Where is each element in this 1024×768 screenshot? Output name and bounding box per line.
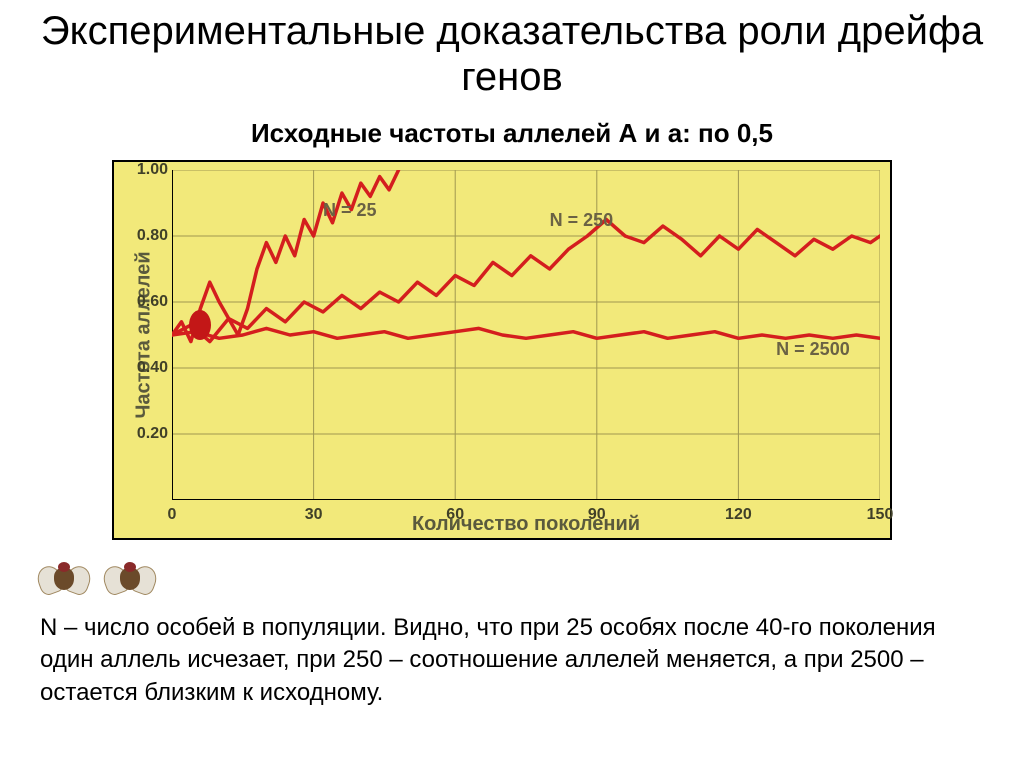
- x-tick: 120: [725, 506, 752, 524]
- fly-icon: [36, 560, 92, 596]
- caption-text: N – число особей в популяции. Видно, что…: [40, 612, 984, 709]
- x-tick: 150: [867, 506, 894, 524]
- y-tick: 1.00: [122, 161, 168, 179]
- x-tick: 60: [446, 506, 464, 524]
- y-tick: 0.40: [122, 359, 168, 377]
- y-tick: 0.60: [122, 293, 168, 311]
- y-tick: 0.20: [122, 425, 168, 443]
- svg-text:N = 250: N = 250: [550, 210, 614, 230]
- slide-title: Экспериментальные доказательства роли др…: [0, 8, 1024, 100]
- drift-chart: N = 25N = 250N = 2500 Частота аллелей Ко…: [112, 160, 892, 540]
- plot-area: N = 25N = 250N = 2500 Частота аллелей Ко…: [172, 170, 880, 500]
- fly-icon: [102, 560, 158, 596]
- slide: Экспериментальные доказательства роли др…: [0, 0, 1024, 768]
- x-tick: 90: [588, 506, 606, 524]
- x-tick: 0: [168, 506, 177, 524]
- x-tick: 30: [305, 506, 323, 524]
- y-axis-label: Частота аллелей: [133, 251, 156, 418]
- fly-illustration: [36, 560, 164, 601]
- chart-svg: N = 25 N = 250 N = 2500: [172, 170, 880, 500]
- slide-subtitle: Исходные частоты аллелей А и а: по 0,5: [0, 118, 1024, 149]
- svg-text:N = 25: N = 25: [323, 200, 377, 220]
- svg-text:N = 2500: N = 2500: [776, 339, 850, 359]
- y-tick: 0.80: [122, 227, 168, 245]
- start-marker: [189, 310, 211, 340]
